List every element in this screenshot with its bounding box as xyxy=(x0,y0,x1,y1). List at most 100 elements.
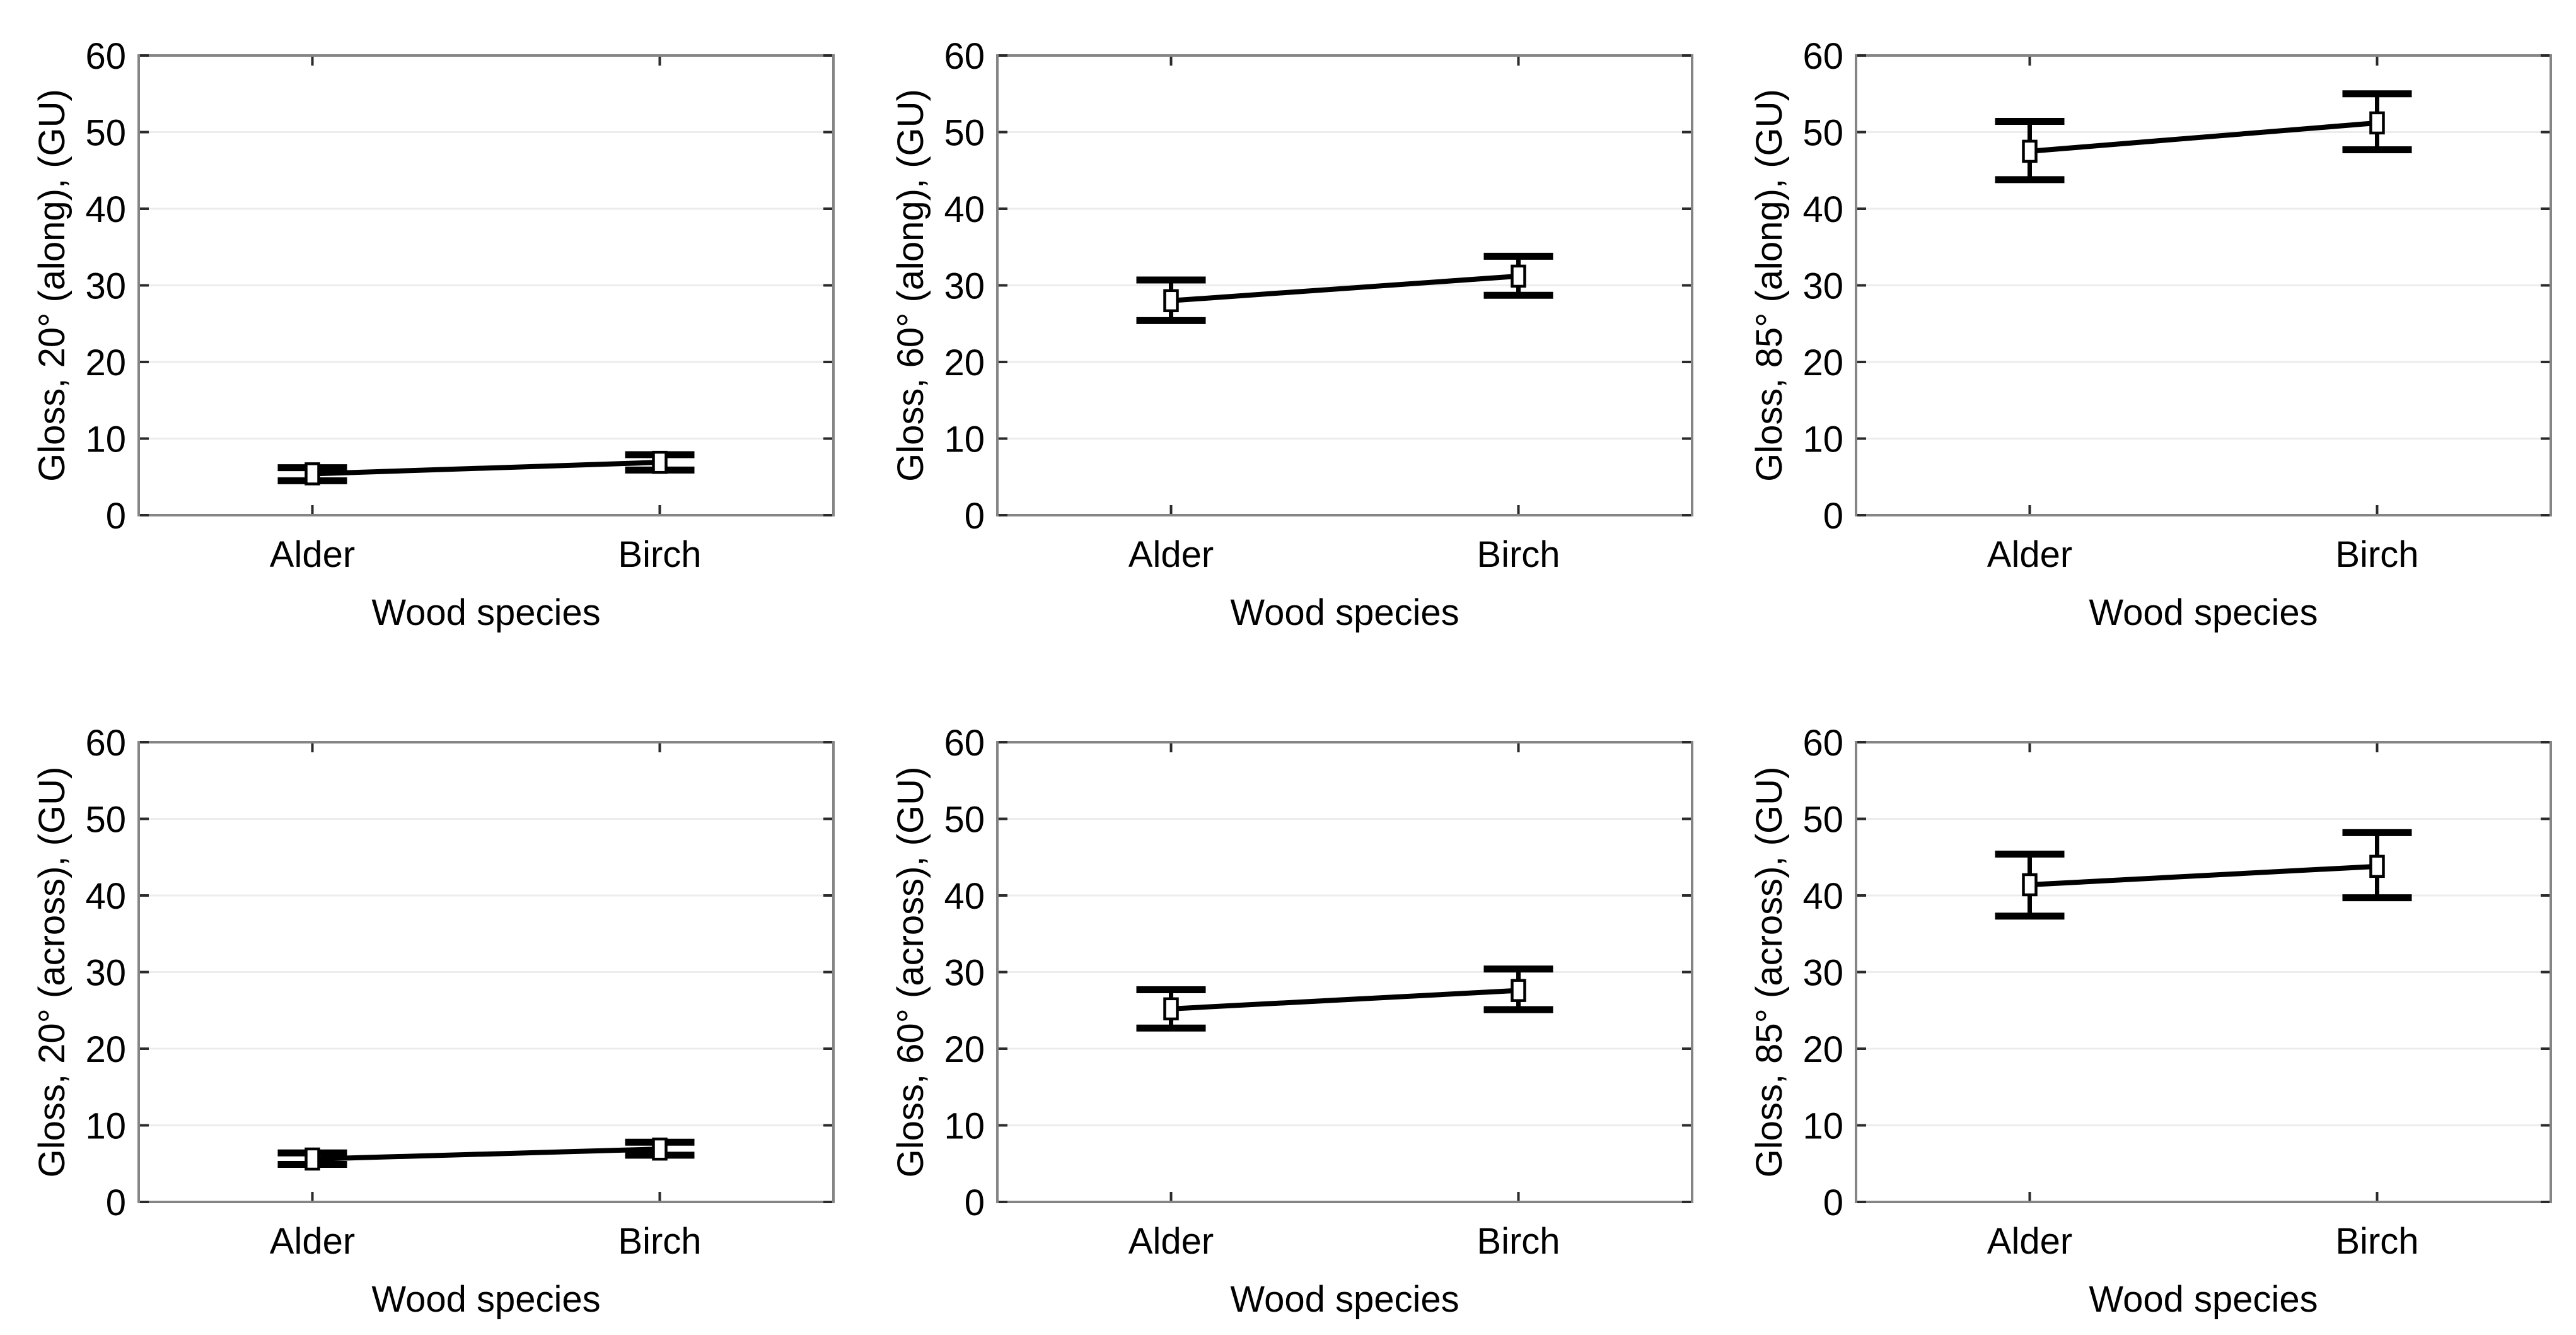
x-tick-label: Alder xyxy=(1987,1221,2072,1262)
x-tick-label: Birch xyxy=(1477,1221,1560,1262)
y-tick-label: 20 xyxy=(944,342,985,383)
chart-gloss-60-across: 0 10 20 30 40 50 60 Alder Birch Wood species Gloss… xyxy=(890,723,1693,1320)
marker-square xyxy=(305,462,320,486)
x-tick-label: Birch xyxy=(618,534,701,575)
x-axis-title: Wood species xyxy=(371,592,600,633)
x-tick-label: Birch xyxy=(2335,1221,2418,1262)
panel-gloss-20-along: 0 10 20 30 40 50 60 Alder Birch Wood species Gloss… xyxy=(0,0,859,667)
y-tick-label: 20 xyxy=(85,342,126,383)
y-tick-label: 40 xyxy=(944,876,985,917)
plot-frame xyxy=(137,54,835,516)
x-tick-label: Birch xyxy=(1477,534,1560,575)
y-tick-label: 50 xyxy=(1802,799,1843,840)
y-tick-label: 30 xyxy=(944,265,985,306)
series-line xyxy=(1171,988,1519,1011)
chart-gloss-20-along: 0 10 20 30 40 50 60 Alder Birch Wood species Gloss… xyxy=(32,36,835,633)
plot-frame xyxy=(996,741,1693,1203)
marker-square xyxy=(2369,854,2385,878)
y-tick-label: 0 xyxy=(106,496,126,537)
marker-square xyxy=(652,1137,668,1161)
x-tick-label: Birch xyxy=(618,1221,701,1262)
panel-gloss-60-along: 0 10 20 30 40 50 60 Alder Birch Wood species Gloss… xyxy=(859,0,1717,667)
chart-gloss-60-along: 0 10 20 30 40 50 60 Alder Birch Wood species Gloss… xyxy=(890,36,1693,633)
y-tick-label: 50 xyxy=(85,799,126,840)
y-tick-label: 40 xyxy=(85,876,126,917)
y-tick-label: 0 xyxy=(965,1182,985,1223)
y-tick-label: 20 xyxy=(85,1029,126,1070)
y-tick-label: 40 xyxy=(1802,189,1843,230)
marker-square xyxy=(1511,264,1526,288)
plot-frame xyxy=(137,741,835,1203)
y-tick-label: 60 xyxy=(944,36,985,77)
y-tick-label: 50 xyxy=(944,112,985,153)
x-axis-title: Wood species xyxy=(371,1279,600,1320)
y-tick-label: 40 xyxy=(944,189,985,230)
y-tick-label: 60 xyxy=(944,723,985,764)
x-axis-title: Wood species xyxy=(2089,592,2318,633)
y-tick-label: 0 xyxy=(1823,1182,1843,1223)
x-tick-label: Alder xyxy=(1128,1221,1214,1262)
x-tick-label: Alder xyxy=(270,534,355,575)
plot-frame xyxy=(1855,741,2552,1203)
panel-gloss-85-along: 0 10 20 30 40 50 60 Alder Birch Wood species Gloss… xyxy=(1717,0,2576,667)
series-line xyxy=(2029,863,2377,887)
x-axis-title: Wood species xyxy=(1230,1279,1459,1320)
marker-square xyxy=(2022,139,2038,163)
y-tick-label: 30 xyxy=(944,952,985,993)
y-tick-label: 50 xyxy=(85,112,126,153)
x-tick-label: Birch xyxy=(2335,534,2418,575)
series-line xyxy=(312,1146,660,1162)
y-tick-label: 0 xyxy=(1823,496,1843,537)
plot-frame xyxy=(1855,54,2552,516)
x-tick-label: Alder xyxy=(1987,534,2072,575)
chart-gloss-85-across: 0 10 20 30 40 50 60 Alder Birch Wood species Gloss… xyxy=(1749,723,2552,1320)
marker-square xyxy=(2369,111,2385,135)
y-tick-label: 50 xyxy=(1802,112,1843,153)
y-tick-label: 60 xyxy=(85,36,126,77)
y-tick-label: 30 xyxy=(85,265,126,306)
marker-square xyxy=(305,1147,320,1171)
marker-square xyxy=(652,450,668,474)
y-tick-label: 20 xyxy=(1802,342,1843,383)
y-axis-title: Gloss, 60° (along), (GU) xyxy=(890,89,931,482)
y-tick-label: 30 xyxy=(85,952,126,993)
plot-frame xyxy=(996,54,1693,516)
y-tick-label: 10 xyxy=(85,1105,126,1146)
x-axis-title: Wood species xyxy=(1230,592,1459,633)
y-tick-label: 30 xyxy=(1802,265,1843,306)
x-axis-title: Wood species xyxy=(2089,1279,2318,1320)
y-tick-label: 10 xyxy=(1802,1105,1843,1146)
y-axis-title: Gloss, 20° (across), (GU) xyxy=(32,767,73,1178)
y-axis-title: Gloss, 85° (along), (GU) xyxy=(1749,89,1790,482)
series-line xyxy=(1171,273,1519,303)
x-tick-label: Alder xyxy=(1128,534,1214,575)
y-tick-label: 10 xyxy=(944,419,985,460)
y-tick-label: 60 xyxy=(1802,36,1843,77)
panel-gloss-20-across: 0 10 20 30 40 50 60 Alder Birch Wood species Gloss… xyxy=(0,667,859,1335)
marker-square xyxy=(1511,979,1526,1002)
y-tick-label: 40 xyxy=(85,189,126,230)
marker-square xyxy=(1163,997,1179,1021)
y-axis-title: Gloss, 85° (across), (GU) xyxy=(1749,767,1790,1178)
y-tick-label: 10 xyxy=(944,1105,985,1146)
y-axis-title: Gloss, 20° (along), (GU) xyxy=(32,89,73,482)
marker-square xyxy=(2022,873,2038,897)
chart-gloss-85-along: 0 10 20 30 40 50 60 Alder Birch Wood species Gloss… xyxy=(1749,36,2552,633)
marker-square xyxy=(1163,289,1179,313)
chart-gloss-20-across: 0 10 20 30 40 50 60 Alder Birch Wood species Gloss… xyxy=(32,723,835,1320)
y-tick-label: 10 xyxy=(85,419,126,460)
y-tick-label: 10 xyxy=(1802,419,1843,460)
y-tick-label: 40 xyxy=(1802,876,1843,917)
y-tick-label: 60 xyxy=(1802,723,1843,764)
y-tick-label: 20 xyxy=(1802,1029,1843,1070)
y-tick-label: 0 xyxy=(106,1182,126,1223)
panel-gloss-85-across: 0 10 20 30 40 50 60 Alder Birch Wood species Gloss… xyxy=(1717,667,2576,1335)
panel-gloss-60-across: 0 10 20 30 40 50 60 Alder Birch Wood species Gloss… xyxy=(859,667,1717,1335)
y-tick-label: 0 xyxy=(965,496,985,537)
series-line xyxy=(2029,120,2377,154)
y-tick-label: 50 xyxy=(944,799,985,840)
y-tick-label: 30 xyxy=(1802,952,1843,993)
y-tick-label: 20 xyxy=(944,1029,985,1070)
series-line xyxy=(312,460,660,477)
